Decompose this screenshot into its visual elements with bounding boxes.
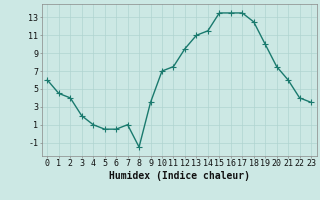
X-axis label: Humidex (Indice chaleur): Humidex (Indice chaleur)	[109, 171, 250, 181]
